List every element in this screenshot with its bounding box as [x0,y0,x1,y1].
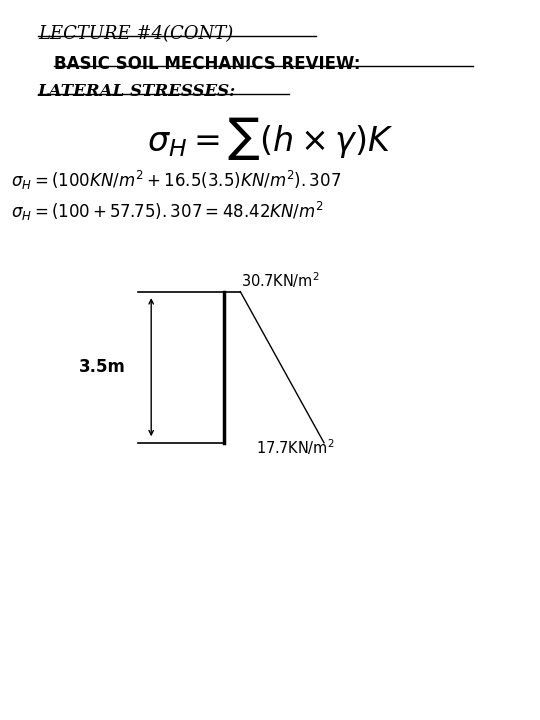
Text: $\sigma_H = (100KN/m^2 + 16.5(3.5)KN/m^2).307$: $\sigma_H = (100KN/m^2 + 16.5(3.5)KN/m^2… [11,168,341,192]
Text: LECTURE #4(CONT): LECTURE #4(CONT) [38,25,233,43]
Text: BASIC SOIL MECHANICS REVIEW:: BASIC SOIL MECHANICS REVIEW: [54,55,361,73]
Text: $30.7\mathrm{KN/m}^2$: $30.7\mathrm{KN/m}^2$ [241,270,320,289]
Text: 3.5m: 3.5m [79,358,126,376]
Text: LATERAL STRESSES:: LATERAL STRESSES: [38,83,236,100]
Text: $17.7\mathrm{KN/m}^2$: $17.7\mathrm{KN/m}^2$ [256,438,335,457]
Text: $\sigma_H = (100 + 57.75).307 = 48.42KN/m^2$: $\sigma_H = (100 + 57.75).307 = 48.42KN/… [11,200,323,223]
Text: $\sigma_H = \sum(h \times \gamma)K$: $\sigma_H = \sum(h \times \gamma)K$ [147,115,393,162]
